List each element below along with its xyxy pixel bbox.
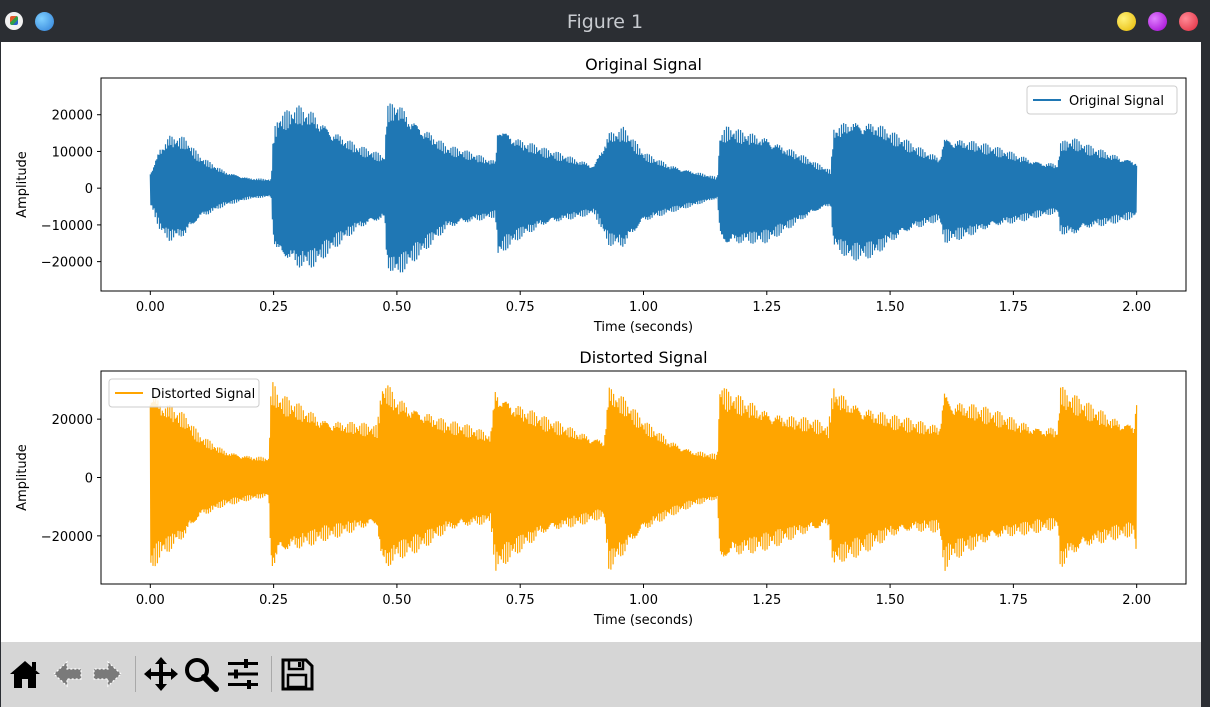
x-tick-label: 1.75	[999, 300, 1028, 315]
x-tick-label: 0.50	[382, 593, 411, 608]
save-button[interactable]	[279, 656, 315, 692]
pan-icon	[144, 657, 178, 691]
legend-box	[1026, 85, 1178, 115]
x-tick-label: 1.50	[876, 593, 905, 608]
signal-line	[149, 382, 1138, 571]
save-icon	[281, 658, 314, 691]
window-title: Figure 1	[566, 11, 644, 33]
y-tick-label: 0	[85, 182, 93, 197]
pan-button[interactable]	[143, 656, 179, 692]
x-axis-label: Time (seconds)	[593, 320, 693, 335]
zoom-button[interactable]	[183, 656, 219, 692]
legend-box	[108, 378, 260, 408]
globe-icon[interactable]	[35, 12, 54, 31]
x-tick-label: 1.25	[752, 593, 781, 608]
x-tick-label: 0.75	[506, 300, 535, 315]
legend-label: Distorted Signal	[151, 387, 255, 402]
x-axis-label: Time (seconds)	[593, 613, 693, 628]
x-tick-label: 0.75	[506, 593, 535, 608]
legend-label: Original Signal	[1069, 94, 1164, 109]
x-tick-label: 2.00	[1122, 593, 1151, 608]
navigation-toolbar	[1, 642, 1201, 707]
x-tick-label: 1.75	[999, 593, 1028, 608]
x-tick-label: 1.25	[752, 300, 781, 315]
x-tick-label: 0.00	[136, 300, 165, 315]
figure-canvas: Original Signal 0.00 0.25 0.50 0.75 1.00 1.25 1…	[1, 42, 1201, 707]
y-tick-label: 20000	[52, 109, 93, 124]
x-tick-label: 2.00	[1122, 300, 1151, 315]
signal-line	[149, 103, 1138, 273]
x-tick-label: 0.25	[259, 300, 288, 315]
home-icon	[10, 661, 40, 688]
x-tick-label: 1.50	[876, 300, 905, 315]
chart-title: Original Signal	[585, 55, 702, 74]
x-tick-label: 1.00	[629, 300, 658, 315]
plots-svg: Original Signal 0.00 0.25 0.50 0.75 1.00 1.25 1…	[15, 55, 1187, 628]
x-tick-label: 1.00	[629, 593, 658, 608]
y-axis-label: Amplitude	[15, 151, 30, 218]
title-bar[interactable]: Figure 1	[0, 0, 1210, 42]
x-tick-label: 0.00	[136, 593, 165, 608]
y-tick-label: 0	[85, 472, 93, 487]
forward-arrow-icon	[93, 660, 122, 688]
y-tick-label: −10000	[41, 219, 93, 234]
app-icon	[5, 12, 23, 30]
forward-button[interactable]	[90, 656, 126, 692]
x-tick-label: 0.50	[382, 300, 411, 315]
y-tick-label: −20000	[41, 256, 93, 271]
zoom-icon	[185, 658, 219, 692]
home-button[interactable]	[7, 656, 43, 692]
configure-subplots-button[interactable]	[225, 656, 261, 692]
configure-subplots-icon	[228, 659, 258, 689]
y-axis-label: Amplitude	[15, 444, 30, 511]
y-tick-label: 20000	[52, 413, 93, 428]
maximize-button[interactable]	[1148, 12, 1167, 31]
minimize-button[interactable]	[1117, 12, 1136, 31]
x-tick-label: 0.25	[259, 593, 288, 608]
toolbar-separator	[135, 656, 136, 692]
y-tick-label: −20000	[41, 530, 93, 545]
chart-title: Distorted Signal	[579, 348, 707, 367]
window-border	[1201, 42, 1210, 707]
y-tick-label: 10000	[52, 145, 93, 160]
back-button[interactable]	[49, 656, 85, 692]
back-arrow-icon	[53, 660, 82, 688]
close-button[interactable]	[1179, 12, 1198, 31]
toolbar-separator	[271, 656, 272, 692]
